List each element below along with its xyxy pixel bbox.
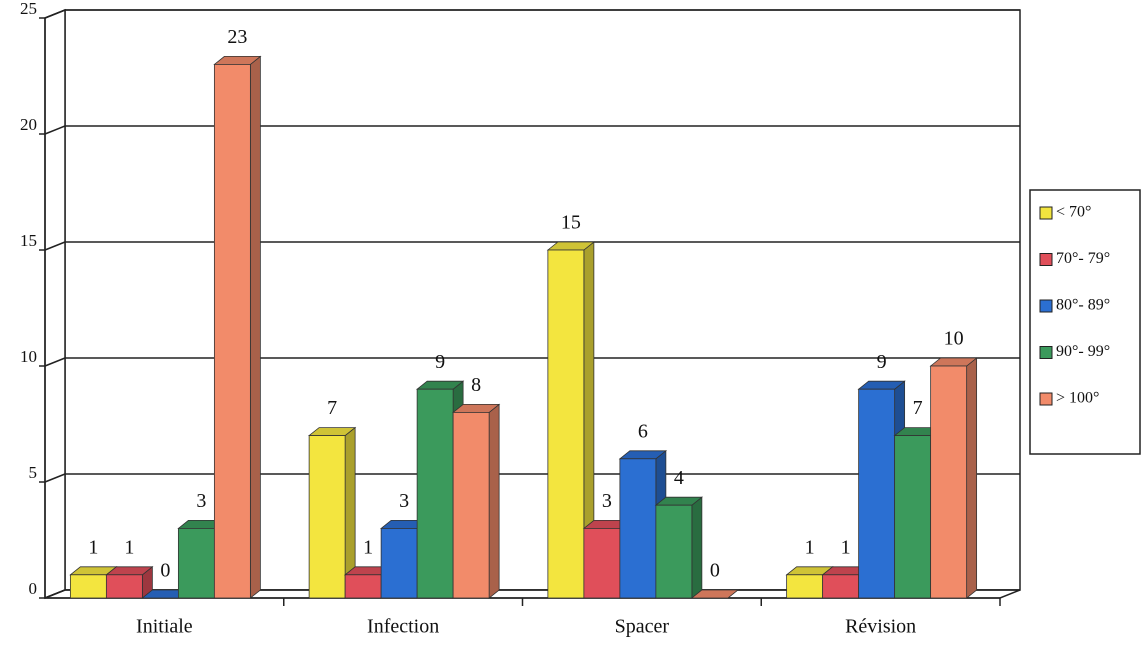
bar-group: [105, 565, 154, 599]
legend-swatch: [1039, 392, 1053, 406]
value-label: 7: [327, 397, 337, 419]
grid-line: [44, 9, 66, 19]
bar: [894, 435, 932, 599]
bar-group: [415, 380, 465, 599]
value-label: 3: [399, 490, 409, 512]
grid-line: [44, 473, 66, 483]
value-label: 1: [88, 536, 98, 558]
bar-group: [690, 589, 740, 599]
x-tick-label: Spacer: [615, 616, 670, 638]
value-label: 0: [710, 560, 720, 582]
value-label: 3: [602, 490, 612, 512]
y-tick-label: 20: [20, 115, 37, 134]
y-tick-label: 10: [20, 347, 37, 366]
side-wall: [44, 8, 66, 600]
bar: [930, 365, 968, 599]
bar-group: [546, 241, 596, 599]
bar: [380, 528, 418, 599]
grid-line: [44, 589, 66, 599]
bar: [308, 435, 346, 599]
value-label: 7: [913, 397, 923, 419]
bar-side: [249, 55, 261, 599]
value-label: 10: [944, 328, 964, 350]
bar: [655, 504, 693, 599]
value-label: 1: [124, 536, 134, 558]
bar: [452, 411, 490, 599]
bar-group: [654, 496, 704, 599]
legend-box: [1029, 189, 1141, 455]
bar: [619, 458, 657, 599]
bar-group: [213, 55, 262, 599]
bar: [416, 388, 454, 599]
bar-side: [488, 403, 500, 599]
y-tick-label: 25: [20, 0, 37, 18]
bar-group: [307, 426, 357, 599]
grid-line: [44, 241, 66, 251]
value-label: 1: [363, 536, 373, 558]
legend-swatch: [1039, 206, 1053, 220]
y-tick-label: 15: [20, 231, 37, 250]
bar-top: [690, 589, 740, 599]
bar: [822, 574, 860, 599]
bar-group: [379, 519, 429, 599]
bar: [858, 388, 896, 599]
bar: [583, 528, 621, 599]
bar: [213, 64, 251, 599]
value-label: 15: [561, 212, 581, 234]
legend-label: 70°- 79°: [1056, 250, 1110, 267]
value-label: 8: [471, 374, 481, 396]
value-label: 4: [674, 467, 684, 489]
bar: [344, 574, 382, 599]
y-tick-label: 5: [29, 463, 38, 482]
value-label: 6: [638, 420, 648, 442]
value-label: 3: [196, 490, 206, 512]
bar: [69, 574, 107, 599]
legend-label: > 100°: [1056, 390, 1099, 407]
bar-group: [929, 357, 978, 599]
bar: [786, 574, 824, 599]
value-label: 1: [805, 536, 815, 558]
y-tick-label: 0: [29, 579, 38, 598]
x-tick-label: Infection: [367, 616, 439, 638]
value-label: 9: [877, 351, 887, 373]
x-tick-label: Initiale: [136, 616, 193, 638]
legend-label: 90°- 99°: [1056, 343, 1110, 360]
x-tick-label: Révision: [845, 616, 916, 638]
value-label: 0: [160, 560, 170, 582]
legend-label: 80°- 89°: [1056, 297, 1110, 314]
grid-line: [44, 125, 66, 135]
bar: [177, 528, 215, 599]
bar-side: [691, 496, 703, 599]
bar-side: [966, 357, 978, 599]
bar-group: [451, 403, 501, 599]
bar: [105, 574, 143, 599]
value-label: 23: [227, 26, 247, 48]
value-label: 1: [841, 536, 851, 558]
legend-swatch: [1039, 346, 1053, 359]
grid-line: [44, 357, 66, 367]
value-label: 9: [435, 351, 445, 373]
bar: [547, 249, 585, 599]
legend-label: < 70°: [1056, 204, 1091, 221]
legend-swatch: [1039, 299, 1053, 313]
legend-swatch: [1039, 253, 1053, 266]
